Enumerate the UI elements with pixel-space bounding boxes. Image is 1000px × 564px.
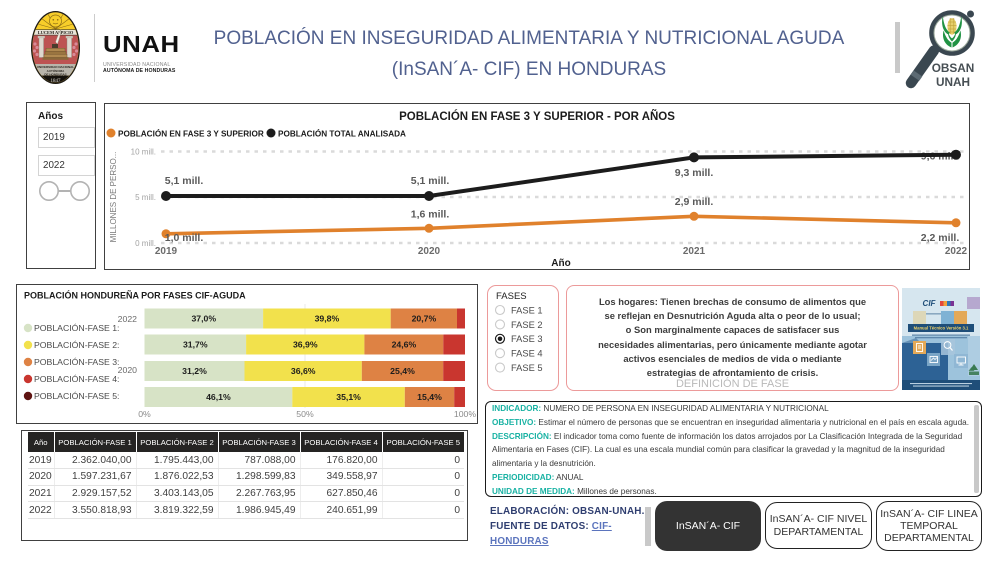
svg-text:FASE 4: FASE 4 bbox=[511, 349, 543, 359]
svg-text:39,8%: 39,8% bbox=[315, 314, 340, 324]
svg-text:46,1%: 46,1% bbox=[206, 392, 231, 402]
svg-text:OBSAN: OBSAN bbox=[932, 61, 975, 75]
svg-text:50%: 50% bbox=[296, 409, 314, 419]
svg-text:9,3 mill.: 9,3 mill. bbox=[675, 167, 714, 179]
svg-text:Año: Año bbox=[551, 258, 570, 269]
svg-text:2,9 mill.: 2,9 mill. bbox=[675, 196, 714, 208]
svg-text:0 mill.: 0 mill. bbox=[135, 239, 156, 248]
svg-text:FASE 1: FASE 1 bbox=[511, 305, 543, 315]
svg-text:100%: 100% bbox=[454, 409, 476, 419]
svg-text:AUTÓNOMA: AUTÓNOMA bbox=[47, 68, 65, 73]
svg-text:5,1 mill.: 5,1 mill. bbox=[165, 175, 204, 187]
svg-text:Manual Técnico Versión 3.1: Manual Técnico Versión 3.1 bbox=[914, 325, 969, 330]
svg-text:2,2 mill.: 2,2 mill. bbox=[921, 232, 960, 244]
svg-text:POBLACIÓN HONDUREÑA POR FASES: POBLACIÓN HONDUREÑA POR FASES CIF-AGUDA bbox=[24, 290, 246, 301]
svg-text:1,6 mill.: 1,6 mill. bbox=[411, 209, 450, 221]
svg-text:2021: 2021 bbox=[683, 246, 706, 257]
svg-text:2020: 2020 bbox=[418, 246, 441, 257]
svg-text:5,1 mill.: 5,1 mill. bbox=[411, 175, 450, 187]
svg-text:FASE 3: FASE 3 bbox=[511, 334, 543, 344]
svg-text:CIF: CIF bbox=[923, 299, 937, 308]
svg-text:UNAH: UNAH bbox=[936, 75, 970, 89]
svg-text:0%: 0% bbox=[138, 409, 151, 419]
svg-text:LUCEM ASPICIO: LUCEM ASPICIO bbox=[38, 30, 74, 35]
svg-text:POBLACIÓN TOTAL ANALISADA: POBLACIÓN TOTAL ANALISADA bbox=[278, 128, 406, 139]
svg-text:POBLACIÓN-FASE 1:: POBLACIÓN-FASE 1: bbox=[34, 323, 119, 333]
svg-text:1,0 mill.: 1,0 mill. bbox=[165, 232, 204, 244]
svg-text:20,7%: 20,7% bbox=[412, 314, 437, 324]
svg-text:POBLACIÓN-FASE 2:: POBLACIÓN-FASE 2: bbox=[34, 340, 119, 350]
svg-text:MILLONES DE PERSO...: MILLONES DE PERSO... bbox=[109, 152, 118, 243]
svg-text:36,9%: 36,9% bbox=[293, 340, 318, 350]
svg-text:1847: 1847 bbox=[51, 79, 62, 84]
svg-text:2022: 2022 bbox=[945, 246, 968, 257]
svg-text:FASE 5: FASE 5 bbox=[511, 363, 543, 373]
svg-text:POBLACIÓN EN FASE 3 Y SUPERIOR: POBLACIÓN EN FASE 3 Y SUPERIOR bbox=[118, 128, 264, 139]
svg-text:36,6%: 36,6% bbox=[291, 366, 316, 376]
svg-text:31,2%: 31,2% bbox=[182, 366, 207, 376]
svg-text:10 mill.: 10 mill. bbox=[131, 148, 156, 157]
svg-text:24,6%: 24,6% bbox=[392, 340, 417, 350]
svg-text:POBLACIÓN EN FASE 3 Y SUPERIOR: POBLACIÓN EN FASE 3 Y SUPERIOR - POR AÑO… bbox=[399, 110, 675, 123]
svg-text:15,4%: 15,4% bbox=[417, 392, 442, 402]
svg-text:FASE 2: FASE 2 bbox=[511, 320, 543, 330]
svg-text:DE HONDURAS: DE HONDURAS bbox=[44, 72, 66, 76]
svg-text:2020: 2020 bbox=[118, 365, 137, 375]
svg-text:POBLACIÓN-FASE 3:: POBLACIÓN-FASE 3: bbox=[34, 357, 119, 367]
svg-text:POBLACIÓN-FASE 4:: POBLACIÓN-FASE 4: bbox=[34, 374, 119, 384]
svg-text:5 mill.: 5 mill. bbox=[135, 193, 156, 202]
svg-text:37,0%: 37,0% bbox=[191, 314, 216, 324]
svg-text:2019: 2019 bbox=[155, 246, 178, 257]
svg-text:35,1%: 35,1% bbox=[336, 392, 361, 402]
svg-text:31,7%: 31,7% bbox=[183, 340, 208, 350]
svg-text:2022: 2022 bbox=[118, 314, 137, 324]
svg-text:25,4%: 25,4% bbox=[390, 366, 415, 376]
svg-text:POBLACIÓN-FASE 5:: POBLACIÓN-FASE 5: bbox=[34, 391, 119, 401]
svg-text:UNIVERSIDAD NACIONAL: UNIVERSIDAD NACIONAL bbox=[37, 65, 75, 69]
